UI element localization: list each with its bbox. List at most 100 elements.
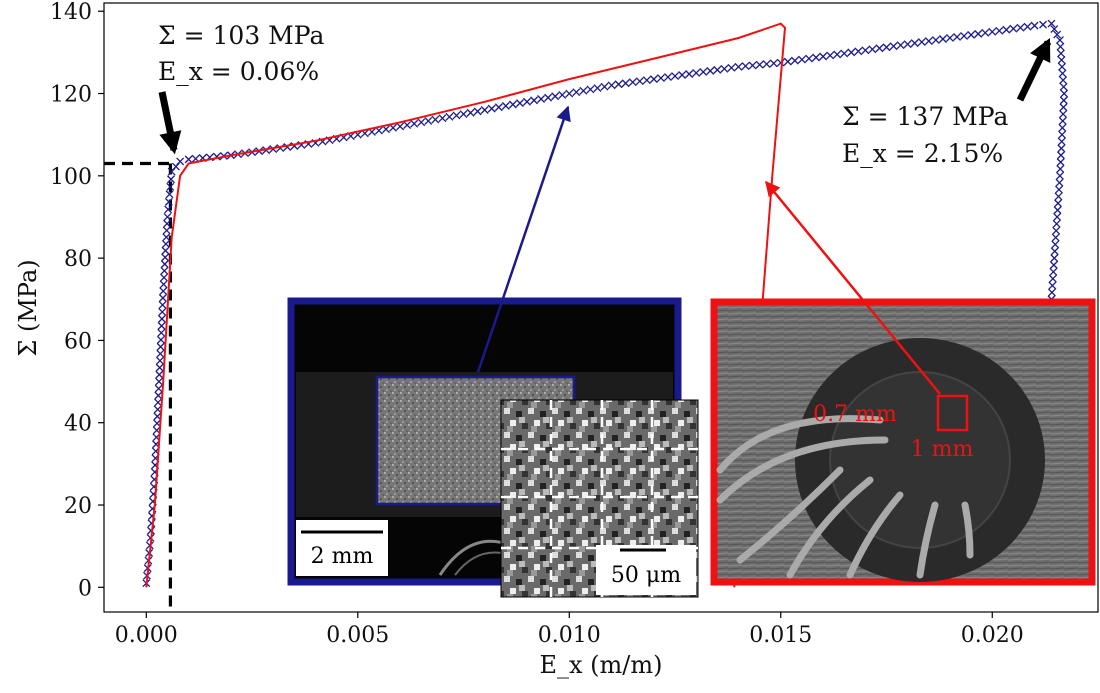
data-point-marker [530, 96, 538, 105]
data-point-marker [157, 314, 166, 323]
data-point-marker [805, 54, 813, 63]
data-point-marker [410, 119, 419, 128]
data-point-marker [995, 26, 1004, 35]
data-point-marker [720, 64, 729, 73]
data-point-marker [167, 175, 175, 184]
data-point-marker [953, 32, 961, 41]
data-point-marker [889, 42, 898, 51]
data-point-marker [153, 405, 162, 414]
data-point-marker [155, 370, 164, 379]
data-point-marker [158, 294, 167, 302]
data-point-marker [1023, 22, 1032, 31]
data-point-marker [1053, 206, 1062, 215]
x-tick-label: 0.005 [326, 623, 389, 648]
data-point-marker [1055, 36, 1064, 44]
data-point-marker [452, 111, 461, 120]
x-tick-label: 0.015 [749, 623, 812, 648]
data-point-marker [748, 61, 757, 70]
data-point-marker [1053, 213, 1062, 221]
data-point-marker [812, 53, 820, 62]
y-tick-label: 20 [64, 494, 92, 519]
connector-arrow-red [765, 180, 941, 395]
data-point-marker [1059, 103, 1068, 112]
data-point-marker [1050, 254, 1059, 263]
data-point-marker [1059, 76, 1068, 85]
data-point-marker [466, 108, 475, 117]
data-point-marker [671, 72, 679, 80]
plot-frame [103, 2, 1099, 613]
data-point-marker [1057, 49, 1065, 58]
data-point-marker [649, 75, 658, 84]
data-point-marker [156, 356, 164, 365]
data-point-marker [847, 48, 856, 57]
data-point-marker [706, 66, 715, 75]
data-point-marker [431, 115, 440, 124]
data-point-marker [515, 99, 524, 108]
data-point-marker [1049, 261, 1058, 269]
data-point-marker [501, 101, 510, 110]
data-point-marker [156, 349, 165, 358]
data-point-marker [163, 219, 172, 228]
data-point-marker [910, 39, 919, 48]
data-point-marker [762, 60, 771, 68]
data-point-marker [480, 106, 489, 114]
data-point-marker [176, 157, 185, 166]
data-point-marker [459, 110, 468, 119]
data-point-marker [508, 100, 517, 109]
annotation-yield-stress: Σ = 103 MPa [158, 21, 324, 50]
data-point-marker [1055, 171, 1064, 180]
data-point-marker [1056, 158, 1065, 167]
data-point-marker [1059, 110, 1068, 119]
y-tick-label: 0 [78, 576, 92, 601]
data-point-marker [974, 29, 983, 38]
data-point-marker [160, 260, 169, 269]
data-point-marker [1058, 130, 1067, 139]
data-point-marker [154, 391, 163, 400]
scale-bar-2mm: 2 mm [311, 544, 374, 569]
data-point-marker [656, 74, 665, 83]
data-point-marker [163, 213, 172, 221]
data-point-marker [166, 182, 175, 191]
data-point-marker [417, 118, 426, 127]
data-point-marker [593, 84, 602, 93]
data-point-marker [161, 246, 170, 255]
data-point-marker [840, 49, 849, 58]
x-axis-label: E_x (m/m) [539, 651, 662, 679]
data-point-marker [586, 85, 595, 94]
data-point-marker [156, 342, 165, 351]
data-point-marker [882, 43, 891, 52]
data-point-marker [1057, 151, 1065, 160]
data-point-marker [1051, 240, 1060, 249]
data-point-marker [685, 70, 694, 78]
data-point-marker [875, 44, 884, 53]
data-point-marker [833, 50, 842, 59]
data-point-marker [523, 97, 531, 106]
data-point-marker [635, 77, 644, 86]
data-point-marker [1054, 192, 1063, 201]
x-tick-label: 0.000 [115, 623, 178, 648]
data-point-marker [159, 280, 168, 289]
data-point-marker [642, 76, 651, 85]
data-point-marker [1050, 247, 1059, 256]
data-point-marker [1057, 56, 1066, 65]
data-point-marker [861, 46, 870, 55]
data-point-marker [1056, 42, 1065, 51]
data-point-marker [157, 328, 166, 337]
data-point-marker [1051, 233, 1060, 242]
data-point-marker [1030, 21, 1039, 30]
data-point-marker [699, 67, 708, 76]
data-point-marker [755, 60, 764, 69]
data-point-marker [438, 114, 447, 123]
data-point-marker [1058, 62, 1067, 71]
data-point-marker [1058, 123, 1067, 132]
data-point-marker [826, 51, 835, 60]
data-point-marker [967, 30, 976, 39]
data-point-marker [544, 93, 553, 102]
data-point-marker [924, 37, 933, 46]
data-point-marker [487, 104, 496, 113]
data-point-marker [162, 226, 171, 235]
data-point-marker [1052, 226, 1061, 235]
data-point-marker [917, 38, 926, 47]
data-point-marker [157, 321, 166, 330]
data-point-marker [1057, 137, 1066, 146]
